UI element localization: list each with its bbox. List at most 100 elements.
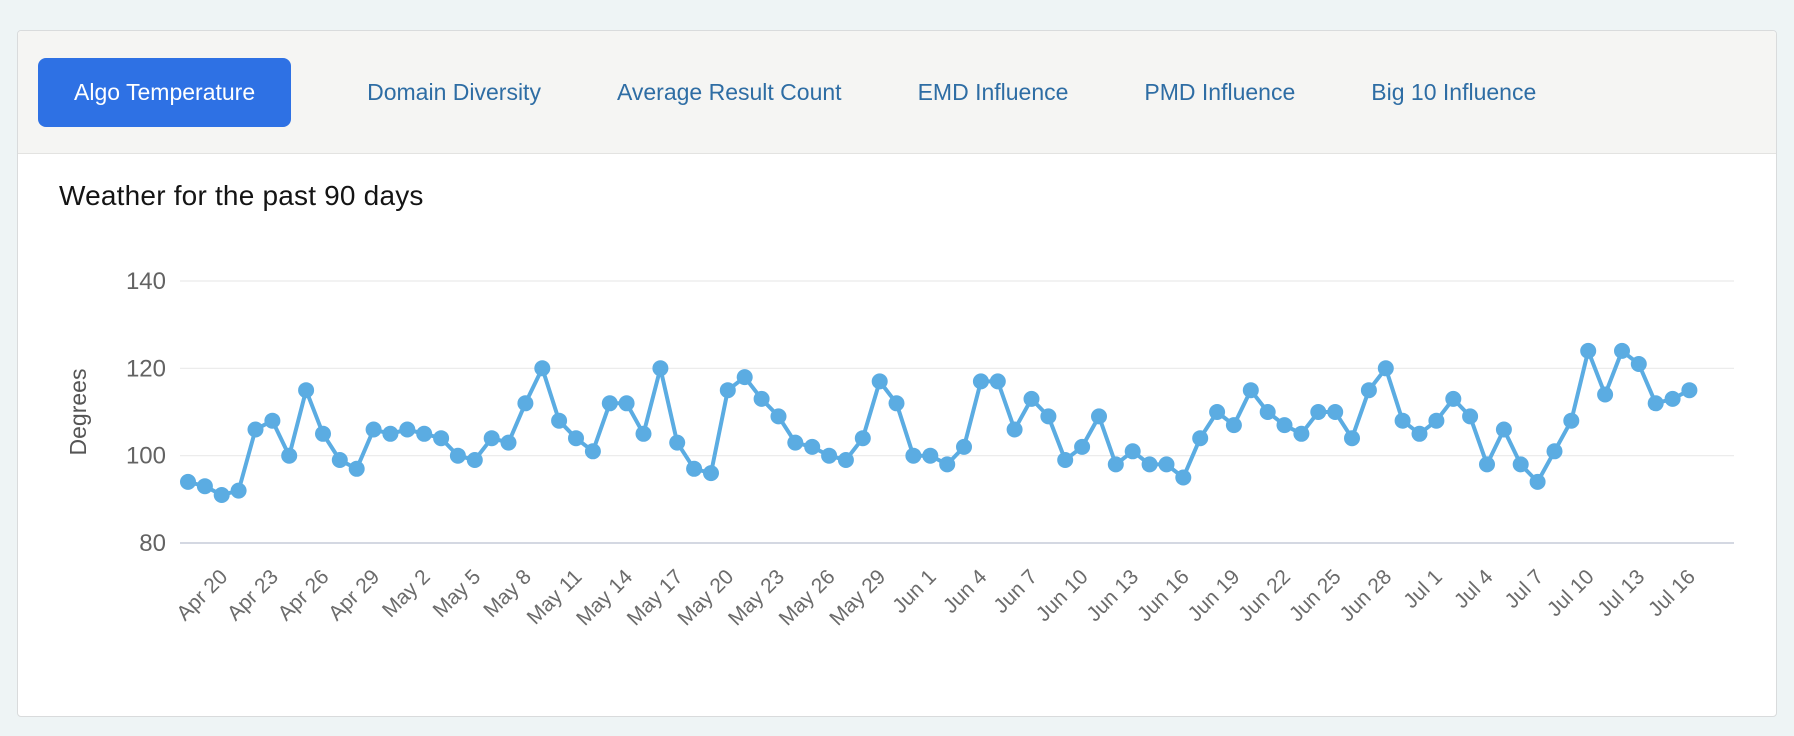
data-point[interactable] [1377, 360, 1394, 377]
data-point[interactable] [1394, 412, 1411, 429]
y-axis-label: Degrees [65, 369, 91, 456]
data-point[interactable] [1209, 404, 1226, 420]
data-point[interactable] [1175, 469, 1192, 486]
data-point[interactable] [433, 430, 450, 447]
tab-average-result-count[interactable]: Average Result Count [616, 78, 842, 105]
data-point[interactable] [669, 434, 686, 451]
data-point[interactable] [1445, 390, 1462, 407]
data-point[interactable] [989, 373, 1006, 390]
data-point[interactable] [972, 373, 989, 390]
data-point[interactable] [1411, 425, 1428, 442]
data-point[interactable] [753, 390, 770, 407]
data-point[interactable] [517, 395, 534, 412]
chart-card: Weather for the past 90 days 80 100 120 140… [18, 154, 1776, 696]
data-point[interactable] [770, 408, 787, 425]
data-point[interactable] [1327, 404, 1344, 420]
data-point[interactable] [736, 369, 753, 386]
data-point[interactable] [500, 434, 517, 451]
data-point[interactable] [956, 438, 972, 455]
data-point[interactable] [703, 465, 719, 482]
data-point[interactable] [213, 487, 230, 503]
data-point[interactable] [1495, 421, 1512, 438]
x-axis-tick-label: Apr 29 [324, 565, 384, 625]
data-point[interactable] [1006, 421, 1023, 438]
data-point[interactable] [1428, 412, 1445, 429]
data-point[interactable] [871, 373, 888, 390]
data-point[interactable] [416, 425, 433, 442]
data-point[interactable] [601, 395, 618, 412]
data-point[interactable] [1091, 408, 1107, 425]
data-point[interactable] [618, 395, 635, 412]
data-point[interactable] [1630, 356, 1647, 372]
data-point[interactable] [1259, 404, 1276, 420]
data-point[interactable] [1647, 395, 1664, 412]
data-point[interactable] [1563, 412, 1580, 429]
data-point[interactable] [1040, 408, 1057, 425]
data-point[interactable] [837, 452, 854, 468]
tab-emd-influence[interactable]: EMD Influence [917, 78, 1069, 105]
data-point[interactable] [1074, 438, 1091, 455]
data-point[interactable] [331, 452, 348, 468]
data-point[interactable] [399, 421, 416, 438]
data-point[interactable] [568, 430, 584, 447]
data-point[interactable] [1580, 342, 1597, 359]
tab-pmd-influence[interactable]: PMD Influence [1144, 78, 1296, 105]
data-point[interactable] [652, 360, 669, 377]
x-axis-tick-label: Jun 19 [1184, 565, 1245, 626]
data-point[interactable] [1614, 342, 1630, 359]
data-point[interactable] [534, 360, 551, 377]
data-point[interactable] [382, 425, 399, 442]
data-point[interactable] [1529, 473, 1546, 490]
data-point[interactable] [719, 382, 736, 399]
data-point[interactable] [1124, 443, 1141, 460]
data-point[interactable] [1512, 456, 1529, 473]
data-point[interactable] [180, 473, 196, 490]
data-point[interactable] [821, 447, 838, 464]
data-point[interactable] [1360, 382, 1377, 399]
data-point[interactable] [196, 478, 213, 495]
data-point[interactable] [483, 430, 500, 447]
data-point[interactable] [635, 425, 652, 442]
data-point[interactable] [466, 452, 483, 468]
data-point[interactable] [247, 421, 264, 438]
data-point[interactable] [1225, 417, 1242, 434]
data-point[interactable] [1462, 408, 1479, 425]
data-point[interactable] [1057, 452, 1074, 468]
data-point[interactable] [1276, 417, 1293, 434]
data-point[interactable] [1023, 390, 1040, 407]
data-point[interactable] [1479, 456, 1495, 473]
data-point[interactable] [298, 382, 315, 399]
data-point[interactable] [264, 412, 281, 429]
data-point[interactable] [1664, 390, 1681, 407]
data-point[interactable] [230, 482, 247, 499]
data-point[interactable] [365, 421, 382, 438]
data-point[interactable] [804, 438, 821, 455]
data-point[interactable] [1681, 382, 1698, 399]
data-point[interactable] [551, 412, 568, 429]
data-point[interactable] [1310, 404, 1327, 420]
data-point[interactable] [939, 456, 956, 473]
data-point[interactable] [905, 447, 922, 464]
data-point[interactable] [1293, 425, 1310, 442]
data-point[interactable] [584, 443, 601, 460]
data-point[interactable] [348, 460, 365, 477]
data-point[interactable] [1546, 443, 1563, 460]
data-point[interactable] [686, 460, 703, 477]
tab-big-10-influence[interactable]: Big 10 Influence [1371, 78, 1537, 105]
data-point[interactable] [888, 395, 905, 412]
data-point[interactable] [787, 434, 804, 451]
data-point[interactable] [449, 447, 466, 464]
data-point[interactable] [281, 447, 298, 464]
tab-algo-temperature[interactable]: Algo Temperature [38, 57, 292, 127]
data-point[interactable] [1141, 456, 1158, 473]
data-point[interactable] [854, 430, 871, 447]
data-point[interactable] [1192, 430, 1209, 447]
data-point[interactable] [1344, 430, 1360, 447]
data-point[interactable] [315, 425, 331, 442]
data-point[interactable] [1158, 456, 1175, 473]
data-point[interactable] [922, 447, 939, 464]
data-point[interactable] [1107, 456, 1124, 473]
tab-domain-diversity[interactable]: Domain Diversity [367, 78, 541, 105]
data-point[interactable] [1242, 382, 1259, 399]
data-point[interactable] [1597, 386, 1614, 403]
